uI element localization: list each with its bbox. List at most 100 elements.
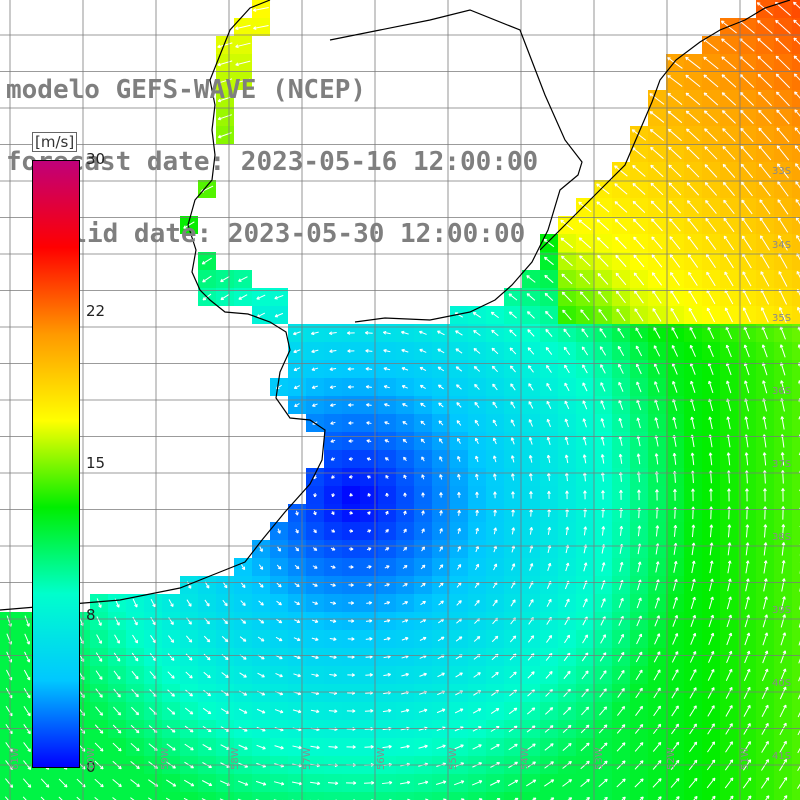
wind-arrow-head (569, 725, 572, 729)
wind-arrow-head (350, 602, 354, 605)
wind-arrow-head (615, 236, 619, 239)
wind-arrow-head (316, 765, 320, 768)
wind-arrow-head (569, 761, 572, 765)
wind-arrow (40, 778, 50, 788)
wind-arrow (5, 778, 13, 788)
wind-arrow (740, 127, 754, 143)
speed-cell (792, 90, 800, 108)
wind-arrow (381, 781, 393, 785)
wind-arrow (747, 795, 752, 800)
wind-arrow (437, 348, 445, 354)
wind-arrow (417, 781, 429, 785)
wind-arrow-head (298, 729, 302, 732)
wind-arrow (780, 380, 786, 394)
wind-arrow (94, 742, 104, 752)
wind-arrow-head (658, 597, 660, 601)
speed-cell (144, 792, 162, 800)
wind-arrow-head (514, 671, 517, 676)
wind-arrow-head (762, 344, 766, 348)
wind-arrow-head (704, 110, 708, 113)
wind-arrow (545, 653, 553, 661)
wind-arrow (526, 707, 536, 715)
wind-arrow (708, 345, 714, 357)
wind-arrow (672, 633, 678, 645)
wind-arrow-head (311, 367, 315, 371)
wind-arrow (598, 742, 608, 752)
wind-arrow (687, 236, 699, 250)
wind-arrow (724, 253, 734, 269)
wind-arrow (762, 326, 768, 340)
wind-arrow (637, 417, 641, 429)
wind-arrow-head (496, 672, 499, 676)
wind-arrow (220, 726, 230, 732)
wind-arrow-head (672, 380, 676, 384)
wind-arrow-head (650, 128, 654, 131)
wind-arrow-head (458, 473, 461, 477)
wind-arrow (762, 380, 768, 394)
wind-arrow-head (621, 525, 624, 530)
wind-arrow (761, 741, 769, 753)
wind-arrow-head (422, 510, 425, 514)
wind-arrow (727, 542, 731, 556)
wind-arrow-head (706, 271, 710, 275)
wind-arrow (707, 705, 715, 717)
wind-arrow (635, 327, 643, 339)
wind-arrow (739, 56, 755, 70)
wind-arrow (472, 744, 482, 750)
wind-arrow (781, 398, 785, 412)
wind-arrow-head (619, 453, 623, 457)
wind-arrow-head (26, 641, 30, 645)
wind-arrow-head (635, 327, 639, 330)
wind-arrow-head (783, 524, 786, 528)
wind-arrow (689, 723, 697, 735)
wind-arrow-head (545, 292, 549, 295)
wind-arrow (782, 524, 784, 538)
wind-arrow (527, 671, 535, 679)
wind-arrow (472, 708, 482, 714)
wind-arrow (185, 635, 193, 643)
speed-cell (792, 594, 800, 612)
wind-arrow-head (633, 218, 637, 221)
wind-arrow-head (618, 363, 622, 367)
wind-arrow (183, 221, 195, 229)
wind-arrow-head (330, 421, 334, 425)
wind-arrow-head (187, 586, 192, 589)
wind-arrow-head (527, 311, 531, 313)
wind-arrow (686, 146, 700, 160)
wind-arrow-head (651, 218, 655, 221)
wind-arrow (668, 146, 682, 160)
lat-label-39s: 39S (772, 605, 792, 616)
wind-arrow-head (599, 328, 603, 331)
wind-arrow (530, 509, 532, 517)
wind-arrow (721, 92, 737, 106)
wind-arrow (780, 632, 786, 646)
wind-arrow-head (726, 380, 730, 384)
colorbar-tick-15: 15 (86, 454, 106, 472)
wind-arrow (725, 326, 733, 340)
wind-arrow (383, 691, 391, 695)
wind-arrow-head (441, 582, 444, 586)
wind-arrow (561, 273, 573, 285)
wind-arrow (797, 289, 800, 297)
wind-arrow (795, 181, 800, 189)
speed-cell (792, 450, 800, 468)
wind-arrow-head (795, 199, 799, 202)
wind-arrow-head (730, 614, 732, 619)
wind-arrow (633, 272, 645, 286)
wind-arrow-head (171, 713, 175, 715)
wind-arrow-head (480, 798, 483, 800)
speed-cell (792, 342, 800, 360)
wind-arrow-head (439, 456, 443, 459)
wind-arrow-head (531, 527, 534, 531)
wind-arrow (761, 668, 769, 682)
wind-arrow (453, 780, 465, 786)
wind-arrow (670, 308, 680, 322)
wind-arrow-head (562, 291, 566, 294)
wind-arrow (114, 634, 120, 644)
wind-arrow-head (388, 746, 392, 749)
wind-arrow-head (475, 437, 479, 441)
wind-arrow (274, 294, 284, 300)
wind-arrow (601, 418, 605, 428)
wind-arrow (526, 725, 536, 733)
